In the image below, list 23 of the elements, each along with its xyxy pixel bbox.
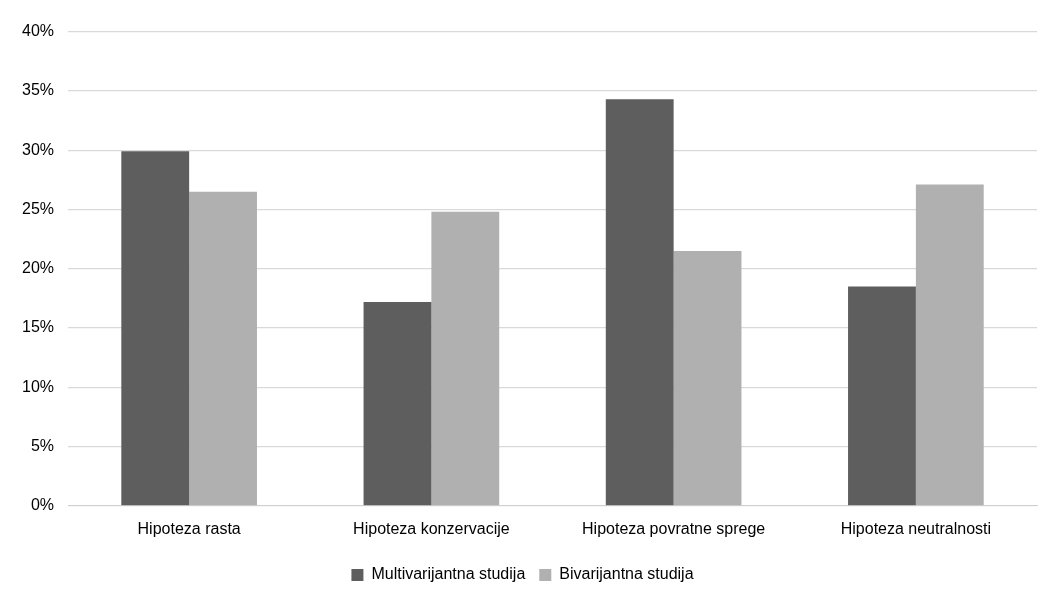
y-tick-label: 0% — [30, 496, 55, 514]
y-tick-label: 15% — [21, 318, 55, 336]
bar — [605, 99, 674, 506]
bar — [363, 301, 432, 506]
x-tick-label: Hipoteza neutralnosti — [840, 519, 992, 537]
y-tick-label: 40% — [21, 22, 55, 40]
bar — [915, 184, 984, 506]
x-tick-label: Hipoteza konzervacije — [353, 519, 510, 537]
x-tick-label: Hipoteza rasta — [137, 519, 241, 537]
bar — [189, 191, 257, 506]
y-tick-label: 20% — [21, 259, 55, 277]
y-tick-label: 10% — [21, 377, 55, 395]
legend-label: Bivarijantna studija — [559, 565, 694, 583]
bar — [848, 286, 916, 506]
y-tick-label: 25% — [21, 199, 55, 217]
legend-label: Multivarijantna studija — [371, 565, 526, 583]
bar — [121, 151, 190, 506]
bar — [673, 250, 742, 506]
y-tick-label: 35% — [21, 81, 55, 99]
bar — [431, 211, 500, 506]
y-tick-label: 5% — [30, 436, 55, 454]
x-tick-label: Hipoteza povratne sprege — [582, 519, 766, 537]
y-tick-label: 30% — [21, 140, 55, 158]
